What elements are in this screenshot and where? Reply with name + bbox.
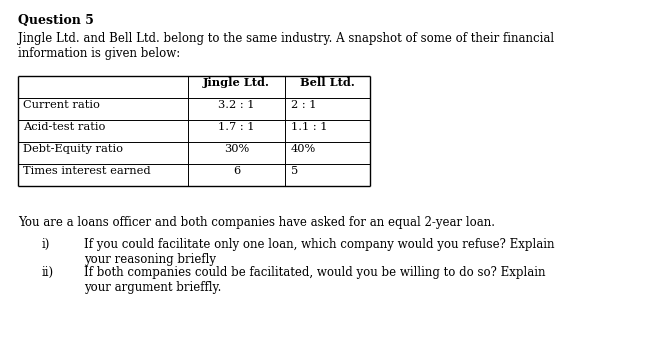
Text: 5: 5 <box>291 166 298 176</box>
Text: 1.1 : 1: 1.1 : 1 <box>291 122 328 132</box>
Text: Acid-test ratio: Acid-test ratio <box>23 122 105 132</box>
Text: You are a loans officer and both companies have asked for an equal 2-year loan.: You are a loans officer and both compani… <box>18 216 495 229</box>
Text: Times interest earned: Times interest earned <box>23 166 151 176</box>
Text: 30%: 30% <box>224 144 249 154</box>
Text: If you could facilitate only one loan, which company would you refuse? Explain
y: If you could facilitate only one loan, w… <box>84 238 555 266</box>
Text: Jingle Ltd.: Jingle Ltd. <box>203 78 270 88</box>
Text: Jingle Ltd. and Bell Ltd. belong to the same industry. A snapshot of some of the: Jingle Ltd. and Bell Ltd. belong to the … <box>18 32 554 60</box>
Text: 1.7 : 1: 1.7 : 1 <box>218 122 255 132</box>
Text: 2 : 1: 2 : 1 <box>291 100 316 110</box>
Text: 3.2 : 1: 3.2 : 1 <box>218 100 255 110</box>
Text: ii): ii) <box>42 266 54 279</box>
Text: Bell Ltd.: Bell Ltd. <box>300 78 355 88</box>
Text: Question 5: Question 5 <box>18 14 94 27</box>
Text: 6: 6 <box>233 166 240 176</box>
Text: Debt-Equity ratio: Debt-Equity ratio <box>23 144 123 154</box>
Text: Current ratio: Current ratio <box>23 100 100 110</box>
Text: 40%: 40% <box>291 144 316 154</box>
Text: If both companies could be facilitated, would you be willing to do so? Explain
y: If both companies could be facilitated, … <box>84 266 545 294</box>
Text: i): i) <box>42 238 50 251</box>
